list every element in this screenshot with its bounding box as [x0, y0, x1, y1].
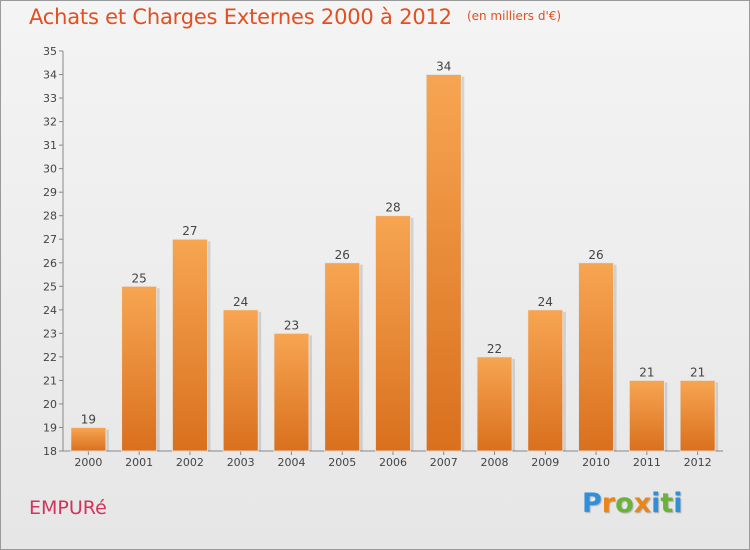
y-tick-label: 20: [43, 398, 57, 411]
bar-value-label: 24: [538, 295, 553, 309]
bar-value-label: 22: [487, 342, 502, 356]
bar: [578, 262, 614, 452]
bar: [222, 309, 259, 452]
city-name: EMPURé: [29, 497, 107, 519]
bar-value-label: 26: [335, 248, 350, 262]
x-tick-label: 2008: [481, 456, 509, 469]
bar-value-label: 28: [385, 201, 400, 215]
x-tick-label: 2002: [176, 456, 204, 469]
y-tick-label: 35: [43, 45, 57, 58]
chart-title: Achats et Charges Externes 2000 à 2012: [29, 5, 452, 29]
x-tick-label: 2001: [125, 456, 153, 469]
value-labels: 19 25 27 24 23 26 28 34 22 24 26 21 21: [81, 60, 706, 427]
bar: [527, 309, 564, 452]
bar: [425, 74, 462, 452]
x-axis: 2000 2001 2002 2003 2004 2005 2006 2007 2008 2009…: [63, 450, 723, 469]
x-tick-label: 2006: [379, 456, 407, 469]
title-row: Achats et Charges Externes 2000 à 2012 (…: [29, 5, 561, 29]
bar: [324, 262, 361, 452]
y-tick-label: 29: [43, 186, 57, 199]
bar-value-label: 34: [436, 60, 451, 74]
y-tick-label: 33: [43, 92, 57, 105]
bar: [70, 427, 107, 452]
y-axis: 18 19 20 21 22 23 24 25 26 27 28 29 30 31 32 33 34 35: [43, 45, 64, 458]
x-tick-label: 2011: [633, 456, 661, 469]
bar-value-label: 26: [588, 248, 603, 262]
bar: [679, 380, 716, 452]
bar-value-label: 23: [284, 318, 299, 332]
y-tick-label: 23: [43, 327, 57, 340]
brand-logo: Proxiti: [582, 488, 683, 519]
bar: [628, 380, 665, 452]
y-tick-label: 32: [43, 116, 57, 129]
bar-value-label: 21: [690, 365, 705, 379]
y-tick-label: 19: [43, 421, 57, 434]
bar: [375, 215, 411, 452]
chart-subtitle: (en milliers d'€): [466, 9, 562, 23]
y-tick-label: 24: [43, 304, 57, 317]
x-tick-label: 2003: [227, 456, 255, 469]
y-tick-label: 26: [43, 257, 57, 270]
y-tick-label: 18: [43, 445, 57, 458]
x-tick-label: 2012: [684, 456, 712, 469]
bar: [172, 238, 208, 452]
x-tick-label: 2004: [277, 456, 305, 469]
bar-value-label: 27: [182, 224, 197, 238]
bars: [70, 74, 719, 452]
bar-value-label: 25: [132, 271, 147, 285]
bar: [121, 285, 158, 452]
y-tick-label: 22: [43, 351, 57, 364]
x-tick-label: 2009: [531, 456, 559, 469]
bar: [476, 356, 513, 452]
x-tick-label: 2007: [430, 456, 458, 469]
x-tick-label: 2005: [328, 456, 356, 469]
bar: [273, 332, 310, 452]
y-tick-label: 21: [43, 374, 57, 387]
y-tick-label: 25: [43, 280, 57, 293]
x-tick-label: 2010: [582, 456, 610, 469]
y-tick-label: 28: [43, 210, 57, 223]
y-tick-label: 30: [43, 163, 57, 176]
bar-value-label: 19: [81, 412, 96, 426]
y-tick-label: 31: [43, 139, 57, 152]
x-tick-label: 2000: [74, 456, 102, 469]
bar-value-label: 21: [639, 365, 654, 379]
y-tick-label: 27: [43, 233, 57, 246]
y-tick-label: 34: [43, 69, 57, 82]
bar-value-label: 24: [233, 295, 248, 309]
